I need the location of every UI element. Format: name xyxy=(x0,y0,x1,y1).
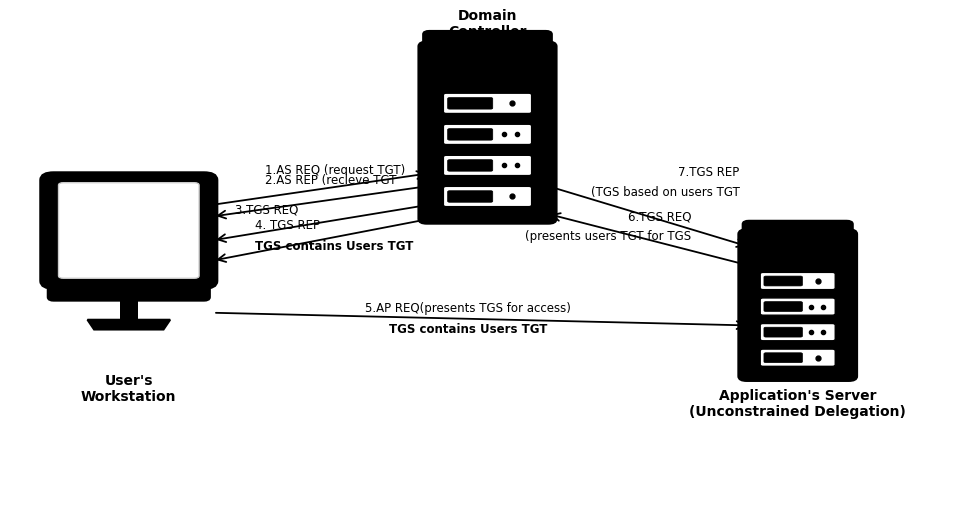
FancyBboxPatch shape xyxy=(444,93,531,114)
FancyBboxPatch shape xyxy=(448,159,492,171)
FancyBboxPatch shape xyxy=(760,272,836,290)
FancyBboxPatch shape xyxy=(743,221,852,241)
Text: 1.AS REQ (request TGT): 1.AS REQ (request TGT) xyxy=(264,164,405,177)
FancyBboxPatch shape xyxy=(760,324,836,341)
FancyBboxPatch shape xyxy=(760,298,836,315)
FancyBboxPatch shape xyxy=(444,187,531,207)
Text: 6.TGS REQ: 6.TGS REQ xyxy=(628,211,691,224)
FancyBboxPatch shape xyxy=(764,327,802,337)
Bar xyxy=(120,297,137,320)
FancyBboxPatch shape xyxy=(444,124,531,144)
FancyBboxPatch shape xyxy=(42,174,215,287)
FancyBboxPatch shape xyxy=(739,230,856,380)
Text: TGS contains Users TGT: TGS contains Users TGT xyxy=(254,240,413,253)
Text: User's
Workstation: User's Workstation xyxy=(81,374,176,404)
FancyBboxPatch shape xyxy=(764,302,802,312)
Text: 7.TGS REP: 7.TGS REP xyxy=(679,166,740,179)
FancyBboxPatch shape xyxy=(760,349,836,366)
Text: 3.TGS REQ: 3.TGS REQ xyxy=(235,203,298,216)
FancyBboxPatch shape xyxy=(58,183,199,278)
Text: Application's Server
(Unconstrained Delegation): Application's Server (Unconstrained Dele… xyxy=(689,389,906,419)
FancyBboxPatch shape xyxy=(448,191,492,202)
Polygon shape xyxy=(88,320,170,329)
Text: 4. TGS REP: 4. TGS REP xyxy=(254,219,320,232)
FancyBboxPatch shape xyxy=(444,155,531,176)
Text: (presents users TGT for TGS: (presents users TGT for TGS xyxy=(525,230,691,243)
Text: TGS contains Users TGT: TGS contains Users TGT xyxy=(389,323,547,336)
FancyBboxPatch shape xyxy=(448,97,492,109)
FancyBboxPatch shape xyxy=(448,129,492,140)
Text: 5.AP REQ(presents TGS for access): 5.AP REQ(presents TGS for access) xyxy=(366,302,571,315)
FancyBboxPatch shape xyxy=(49,276,209,300)
Text: 2.AS REP (recieve TGT: 2.AS REP (recieve TGT xyxy=(264,175,396,188)
FancyBboxPatch shape xyxy=(423,31,552,55)
Text: (TGS based on users TGT: (TGS based on users TGT xyxy=(591,186,740,199)
FancyBboxPatch shape xyxy=(419,42,556,223)
Text: Domain
Controller: Domain Controller xyxy=(448,9,526,39)
FancyBboxPatch shape xyxy=(764,353,802,363)
FancyBboxPatch shape xyxy=(764,276,802,286)
